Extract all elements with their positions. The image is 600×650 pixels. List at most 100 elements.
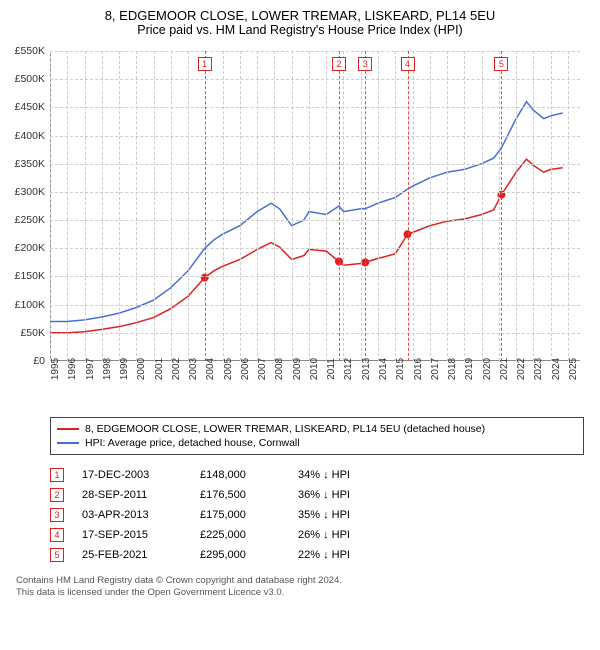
marker-badge: 4 <box>401 57 415 71</box>
x-tick-label: 2002 <box>171 358 182 380</box>
x-tick-label: 2017 <box>430 358 441 380</box>
x-gridline <box>326 51 327 361</box>
x-gridline <box>499 51 500 361</box>
y-tick-label: £400K <box>0 130 45 142</box>
footer: Contains HM Land Registry data © Crown c… <box>16 575 584 600</box>
x-tick-label: 1999 <box>119 358 130 380</box>
x-tick-label: 2010 <box>309 358 320 380</box>
x-gridline <box>171 51 172 361</box>
x-tick-label: 2012 <box>343 358 354 380</box>
transaction-row: 417-SEP-2015£225,00026% ↓ HPI <box>50 525 584 545</box>
y-tick-label: £450K <box>0 101 45 113</box>
x-gridline <box>568 51 569 361</box>
y-tick-label: £550K <box>0 45 45 57</box>
tx-price: £148,000 <box>200 469 280 481</box>
marker-line <box>501 51 502 361</box>
x-gridline <box>257 51 258 361</box>
x-tick-label: 2006 <box>240 358 251 380</box>
legend-swatch <box>57 428 79 430</box>
x-tick-label: 2013 <box>361 358 372 380</box>
marker-line <box>205 51 206 361</box>
x-tick-label: 2014 <box>378 358 389 380</box>
x-gridline <box>223 51 224 361</box>
x-tick-label: 2009 <box>292 358 303 380</box>
x-tick-label: 2005 <box>223 358 234 380</box>
x-gridline <box>533 51 534 361</box>
transactions-table: 117-DEC-2003£148,00034% ↓ HPI228-SEP-201… <box>50 465 584 565</box>
x-gridline <box>188 51 189 361</box>
x-tick-label: 2011 <box>326 358 337 380</box>
x-tick-label: 2018 <box>447 358 458 380</box>
x-tick-label: 2023 <box>533 358 544 380</box>
x-gridline <box>413 51 414 361</box>
tx-diff: 36% ↓ HPI <box>298 489 398 501</box>
y-tick-label: £50K <box>0 327 45 339</box>
tx-badge: 5 <box>50 548 64 562</box>
x-gridline <box>85 51 86 361</box>
title-block: 8, EDGEMOOR CLOSE, LOWER TREMAR, LISKEAR… <box>0 0 600 41</box>
marker-line <box>339 51 340 361</box>
transaction-row: 3 03-APR-2013 £175,000 35% ↓ HPI <box>50 505 584 525</box>
y-tick-label: £500K <box>0 73 45 85</box>
x-tick-label: 2003 <box>188 358 199 380</box>
x-gridline <box>361 51 362 361</box>
tx-diff: 35% ↓ HPI <box>298 509 398 521</box>
x-tick-label: 2021 <box>499 358 510 380</box>
marker-line <box>365 51 366 361</box>
marker-badge: 5 <box>494 57 508 71</box>
x-gridline <box>464 51 465 361</box>
tx-date: 28-SEP-2011 <box>82 489 182 501</box>
x-gridline <box>378 51 379 361</box>
x-tick-label: 2001 <box>154 358 165 380</box>
x-tick-label: 2022 <box>516 358 527 380</box>
tx-badge: 3 <box>50 508 64 522</box>
footer-line1: Contains HM Land Registry data © Crown c… <box>16 575 584 587</box>
legend-row: HPI: Average price, detached house, Corn… <box>57 436 577 450</box>
marker-badge: 2 <box>332 57 346 71</box>
x-gridline <box>154 51 155 361</box>
x-gridline <box>292 51 293 361</box>
y-tick-label: £200K <box>0 242 45 254</box>
x-tick-label: 2020 <box>482 358 493 380</box>
x-gridline <box>274 51 275 361</box>
x-tick-label: 2000 <box>136 358 147 380</box>
x-tick-label: 2015 <box>395 358 406 380</box>
x-tick-label: 2025 <box>568 358 579 380</box>
y-tick-label: £300K <box>0 186 45 198</box>
tx-date: 25-FEB-2021 <box>82 549 182 561</box>
x-gridline <box>343 51 344 361</box>
x-gridline <box>136 51 137 361</box>
x-gridline <box>447 51 448 361</box>
tx-price: £175,000 <box>200 509 280 521</box>
x-tick-label: 1995 <box>50 358 61 380</box>
x-gridline <box>516 51 517 361</box>
marker-badge: 3 <box>358 57 372 71</box>
x-tick-label: 2007 <box>257 358 268 380</box>
x-gridline <box>309 51 310 361</box>
tx-price: £225,000 <box>200 529 280 541</box>
transaction-row: 228-SEP-2011£176,50036% ↓ HPI <box>50 485 584 505</box>
x-tick-label: 2024 <box>551 358 562 380</box>
transaction-row: 117-DEC-2003£148,00034% ↓ HPI <box>50 465 584 485</box>
x-tick-label: 2008 <box>274 358 285 380</box>
x-tick-label: 1996 <box>67 358 78 380</box>
transaction-row: 525-FEB-2021£295,00022% ↓ HPI <box>50 545 584 565</box>
marker-badge: 1 <box>198 57 212 71</box>
title-main: 8, EDGEMOOR CLOSE, LOWER TREMAR, LISKEAR… <box>0 8 600 23</box>
y-tick-label: £150K <box>0 270 45 282</box>
chart: £0£50K£100K£150K£200K£250K£300K£350K£400… <box>0 41 600 411</box>
x-gridline <box>482 51 483 361</box>
x-gridline <box>551 51 552 361</box>
legend-label: 8, EDGEMOOR CLOSE, LOWER TREMAR, LISKEAR… <box>85 423 485 435</box>
x-tick-label: 2004 <box>205 358 216 380</box>
marker-line <box>408 51 409 361</box>
y-tick-label: £0 <box>0 355 45 367</box>
tx-price: £295,000 <box>200 549 280 561</box>
x-gridline <box>119 51 120 361</box>
x-gridline <box>395 51 396 361</box>
tx-price: £176,500 <box>200 489 280 501</box>
tx-date: 17-DEC-2003 <box>82 469 182 481</box>
tx-diff: 26% ↓ HPI <box>298 529 398 541</box>
tx-date: 03-APR-2013 <box>82 509 182 521</box>
legend-swatch <box>57 442 79 444</box>
